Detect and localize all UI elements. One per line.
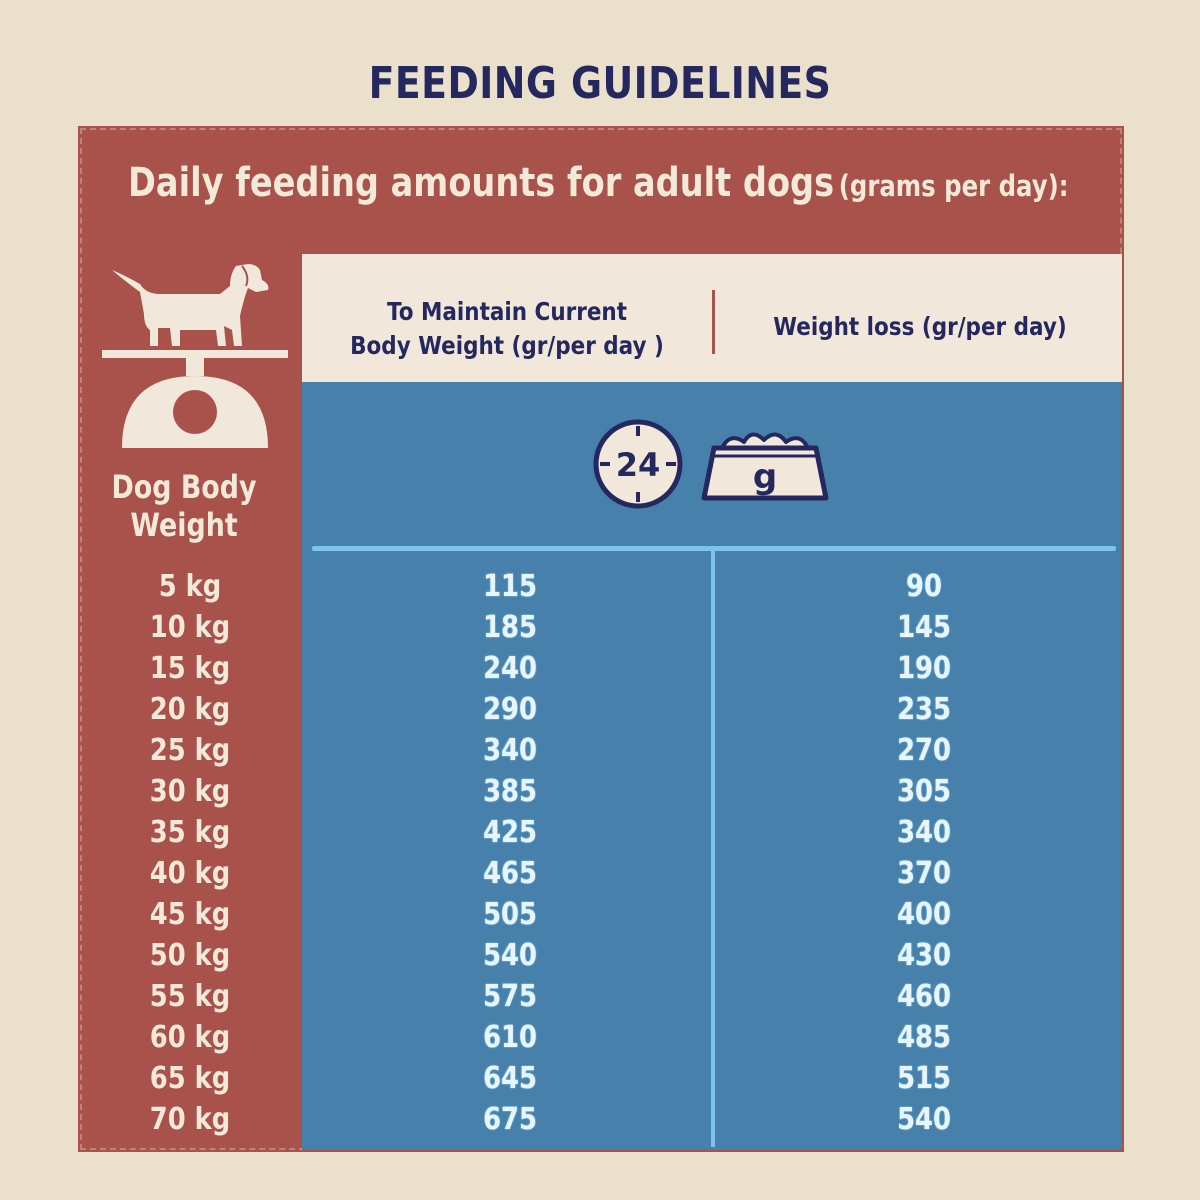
maintain-cell: 675 bbox=[483, 1102, 537, 1137]
loss-cell: 270 bbox=[897, 733, 951, 768]
weight-cell: 40 kg bbox=[149, 856, 231, 891]
weight-cell: 65 kg bbox=[149, 1061, 231, 1096]
weight-cell: 5 kg bbox=[158, 569, 222, 604]
weight-cell: 25 kg bbox=[149, 733, 231, 768]
loss-cell: 305 bbox=[897, 774, 951, 809]
header-divider bbox=[712, 290, 715, 354]
food-bowl-icon: g bbox=[701, 432, 829, 501]
table-subtitle: Daily feeding amounts for adult dogs (gr… bbox=[128, 160, 1068, 206]
values-column-divider bbox=[711, 551, 715, 1147]
maintain-cell: 505 bbox=[483, 897, 537, 932]
loss-cell: 235 bbox=[897, 692, 951, 727]
weight-cell: 50 kg bbox=[149, 938, 231, 973]
maintain-cell: 385 bbox=[483, 774, 537, 809]
table-row: 10 kg 185 145 bbox=[0, 607, 1200, 648]
weight-cell: 55 kg bbox=[149, 979, 231, 1014]
table-row: 50 kg 540 430 bbox=[0, 935, 1200, 976]
loss-cell: 190 bbox=[897, 651, 951, 686]
maintain-cell: 115 bbox=[483, 569, 537, 604]
weight-cell: 20 kg bbox=[149, 692, 231, 727]
dog-on-scale-icon bbox=[102, 264, 288, 448]
subtitle-main: Daily feeding amounts for adult dogs bbox=[128, 160, 835, 206]
maintain-cell: 340 bbox=[483, 733, 537, 768]
maintain-header-line2: Body Weight (gr/per day ) bbox=[350, 331, 664, 360]
maintain-cell: 240 bbox=[483, 651, 537, 686]
loss-cell: 370 bbox=[897, 856, 951, 891]
table-row: 65 kg 645 515 bbox=[0, 1058, 1200, 1099]
weight-cell: 70 kg bbox=[149, 1102, 231, 1137]
maintain-cell: 425 bbox=[483, 815, 537, 850]
table-row: 55 kg 575 460 bbox=[0, 976, 1200, 1017]
column-header-loss: Weight loss (gr/per day) bbox=[773, 312, 1067, 341]
table-row: 40 kg 465 370 bbox=[0, 853, 1200, 894]
table-row: 5 kg 115 90 bbox=[0, 566, 1200, 607]
maintain-cell: 540 bbox=[483, 938, 537, 973]
subtitle-unit: (grams per day): bbox=[838, 169, 1069, 203]
page-title: FEEDING GUIDELINES bbox=[368, 58, 832, 109]
table-row: 25 kg 340 270 bbox=[0, 730, 1200, 771]
loss-cell: 145 bbox=[897, 610, 951, 645]
loss-cell: 485 bbox=[897, 1020, 951, 1055]
weight-cell: 60 kg bbox=[149, 1020, 231, 1055]
weight-cell: 10 kg bbox=[149, 610, 231, 645]
loss-cell: 540 bbox=[897, 1102, 951, 1137]
table-row: 70 kg 675 540 bbox=[0, 1099, 1200, 1140]
table-row: 15 kg 240 190 bbox=[0, 648, 1200, 689]
table-row: 60 kg 610 485 bbox=[0, 1017, 1200, 1058]
loss-cell: 460 bbox=[897, 979, 951, 1014]
loss-cell: 90 bbox=[906, 569, 942, 604]
values-header-divider bbox=[312, 546, 1116, 551]
loss-cell: 400 bbox=[897, 897, 951, 932]
column-header-maintain: To Maintain Current Body Weight (gr/per … bbox=[331, 295, 684, 363]
weight-cell: 45 kg bbox=[149, 897, 231, 932]
clock-24-icon: 24 bbox=[593, 419, 683, 509]
loss-cell: 340 bbox=[897, 815, 951, 850]
maintain-cell: 290 bbox=[483, 692, 537, 727]
maintain-cell: 610 bbox=[483, 1020, 537, 1055]
weight-cell: 15 kg bbox=[149, 651, 231, 686]
maintain-cell: 575 bbox=[483, 979, 537, 1014]
loss-cell: 430 bbox=[897, 938, 951, 973]
maintain-cell: 185 bbox=[483, 610, 537, 645]
table-row: 35 kg 425 340 bbox=[0, 812, 1200, 853]
table-row: 45 kg 505 400 bbox=[0, 894, 1200, 935]
weight-cell: 35 kg bbox=[149, 815, 231, 850]
maintain-header-line1: To Maintain Current bbox=[386, 297, 628, 326]
maintain-cell: 645 bbox=[483, 1061, 537, 1096]
feeding-rows: 5 kg 115 90 10 kg 185 145 15 kg 240 190 20 kg 290 2… bbox=[0, 566, 1200, 1140]
table-row: 30 kg 385 305 bbox=[0, 771, 1200, 812]
dog-body-weight-header: Dog Body Weight bbox=[111, 468, 257, 544]
table-row: 20 kg 290 235 bbox=[0, 689, 1200, 730]
bowl-label: g bbox=[753, 457, 777, 497]
weight-cell: 30 kg bbox=[149, 774, 231, 809]
clock-label: 24 bbox=[616, 446, 661, 484]
maintain-cell: 465 bbox=[483, 856, 537, 891]
loss-cell: 515 bbox=[897, 1061, 951, 1096]
